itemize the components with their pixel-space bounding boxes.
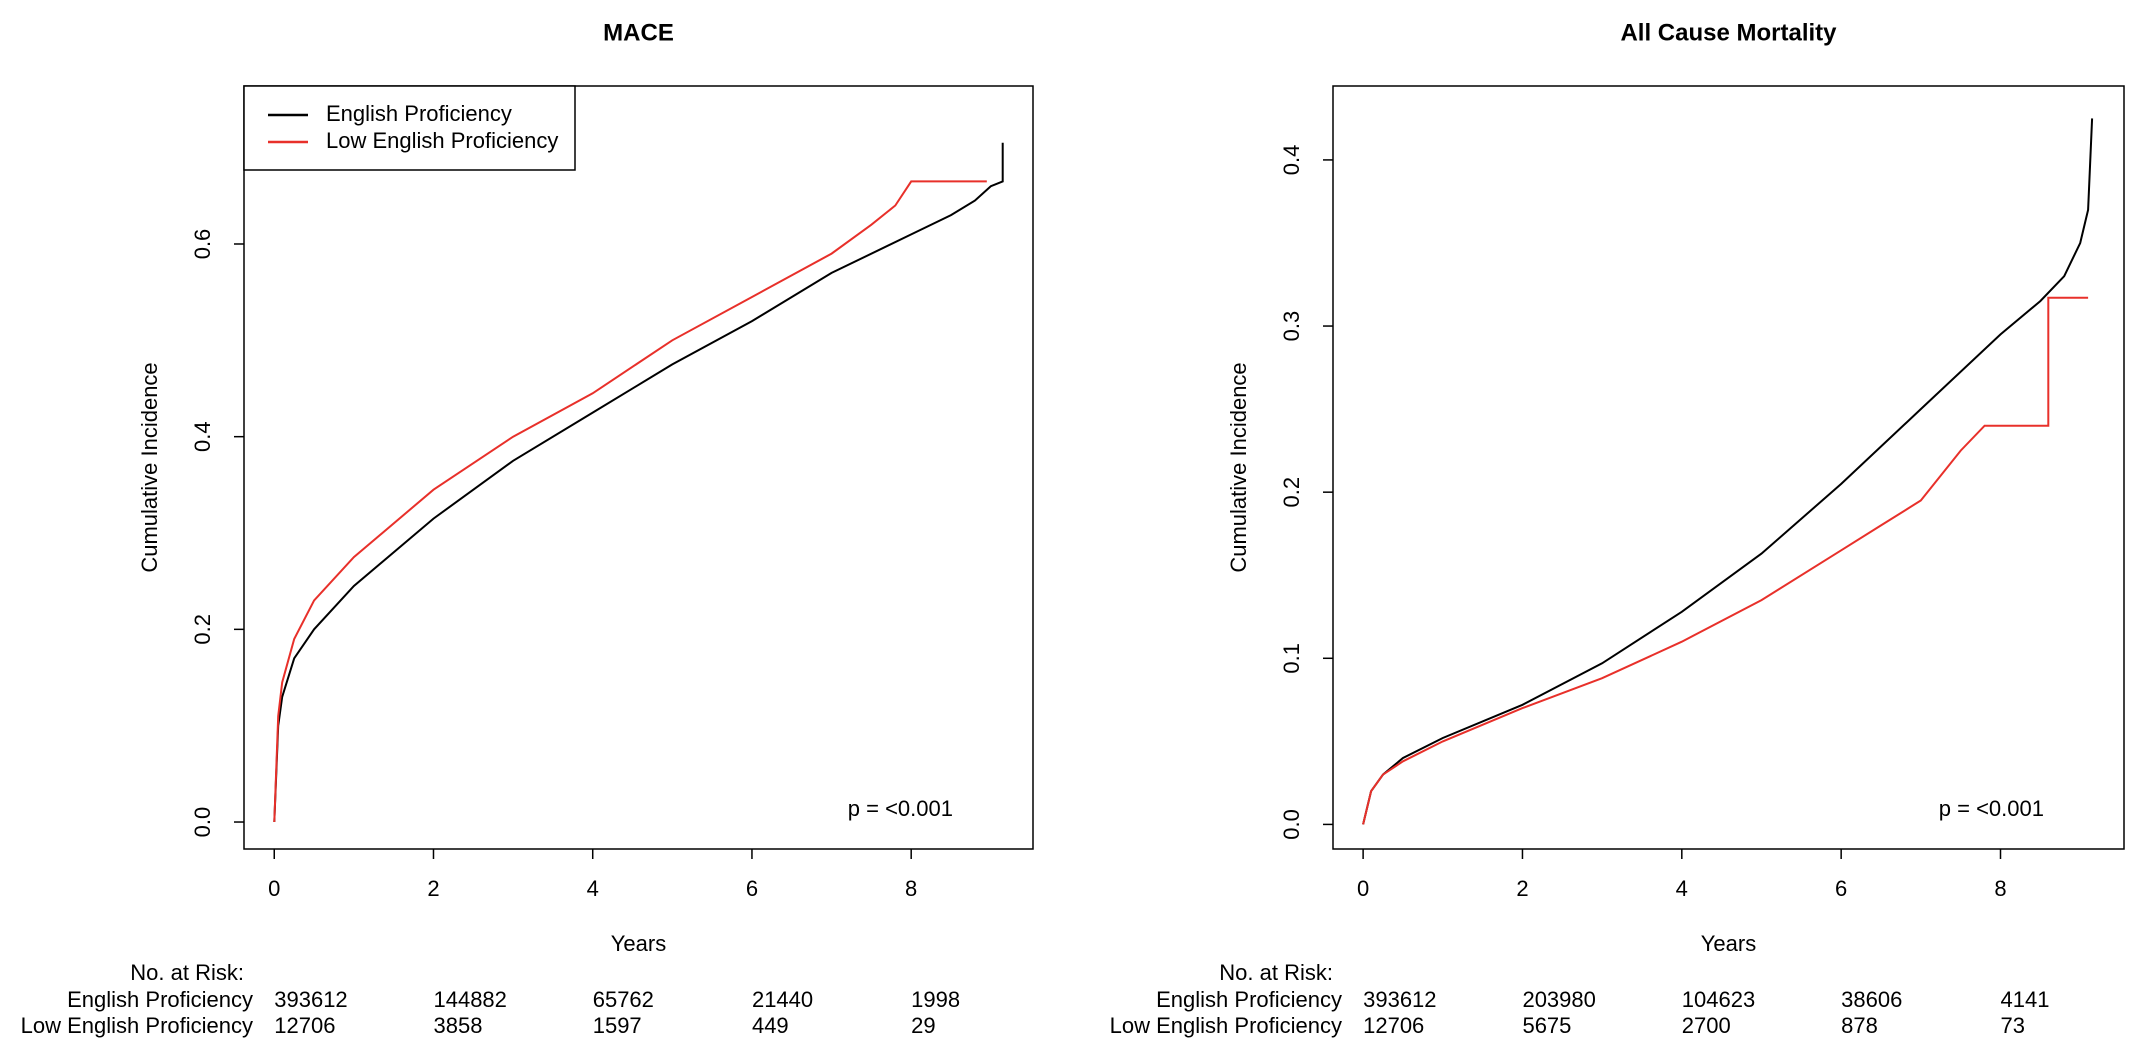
chart: All Cause Mortality 0 2 4 6 8 0.0 0.1 0.2 0.3 0.4 Y… <box>1110 19 2125 1038</box>
risk-count: 878 <box>1841 1013 1878 1038</box>
risk-count: 144882 <box>433 987 506 1012</box>
risk-count: 38606 <box>1841 987 1902 1012</box>
x-axis-label: Years <box>1701 931 1756 956</box>
risk-table-label: No. at Risk: <box>130 960 244 985</box>
y-tick-label: 0.3 <box>1279 311 1304 342</box>
y-axis-label: Cumulative Incidence <box>1226 362 1251 572</box>
risk-row-name: Low English Proficiency <box>21 1013 253 1038</box>
risk-row-name: Low English Proficiency <box>1110 1013 1342 1038</box>
risk-table-label: No. at Risk: <box>1219 960 1333 985</box>
x-tick-label: 0 <box>1357 876 1369 901</box>
risk-count: 393612 <box>274 987 347 1012</box>
y-tick-label: 0.1 <box>1279 643 1304 674</box>
x-tick-label: 6 <box>1835 876 1847 901</box>
x-tick-label: 8 <box>1994 876 2006 901</box>
risk-row-name: English Proficiency <box>67 987 253 1012</box>
risk-row-name: English Proficiency <box>1156 987 1342 1012</box>
survival-curve <box>273 142 1004 823</box>
legend-label: English Proficiency <box>326 101 512 126</box>
x-tick-label: 2 <box>1516 876 1528 901</box>
chart-title: All Cause Mortality <box>1620 19 1837 46</box>
x-tick-label: 6 <box>746 876 758 901</box>
plot-frame <box>1332 85 2125 850</box>
risk-count: 449 <box>752 1013 789 1038</box>
x-tick-label: 2 <box>427 876 439 901</box>
risk-count: 12706 <box>274 1013 335 1038</box>
risk-count: 29 <box>911 1013 935 1038</box>
legend-label: Low English Proficiency <box>326 128 558 153</box>
risk-count: 12706 <box>1363 1013 1424 1038</box>
plot-frame <box>243 85 1034 850</box>
y-tick-label: 0.4 <box>190 421 215 452</box>
y-axis-label: Cumulative Incidence <box>137 362 162 572</box>
survival-curve <box>1362 296 2089 825</box>
y-tick-label: 0.0 <box>1279 809 1304 840</box>
y-tick-label: 0.4 <box>1279 145 1304 176</box>
survival-curve <box>1362 118 2094 825</box>
risk-count: 65762 <box>593 987 654 1012</box>
y-tick-label: 0.6 <box>190 229 215 260</box>
risk-count: 393612 <box>1363 987 1436 1012</box>
risk-count: 21440 <box>752 987 813 1012</box>
chart: MACE 0 2 4 6 8 0.0 0.2 0.4 0.6 Years Cumulative Inc… <box>21 19 1034 1038</box>
risk-count: 104623 <box>1682 987 1755 1012</box>
x-tick-label: 4 <box>1676 876 1688 901</box>
x-axis-label: Years <box>611 931 666 956</box>
risk-count: 73 <box>2001 1013 2025 1038</box>
p-value: p = <0.001 <box>1939 796 2044 821</box>
risk-count: 1597 <box>593 1013 642 1038</box>
risk-count: 3858 <box>433 1013 482 1038</box>
survival-curve <box>273 180 987 823</box>
risk-count: 2700 <box>1682 1013 1731 1038</box>
y-tick-label: 0.2 <box>190 614 215 645</box>
y-tick-label: 0.0 <box>190 807 215 838</box>
x-tick-label: 0 <box>268 876 280 901</box>
risk-count: 203980 <box>1522 987 1595 1012</box>
risk-count: 5675 <box>1522 1013 1571 1038</box>
risk-count: 4141 <box>2001 987 2050 1012</box>
p-value: p = <0.001 <box>848 796 953 821</box>
chart-title: MACE <box>603 19 674 46</box>
x-tick-label: 8 <box>905 876 917 901</box>
risk-count: 1998 <box>911 987 960 1012</box>
legend-frame <box>243 85 576 171</box>
y-tick-label: 0.2 <box>1279 477 1304 508</box>
x-tick-label: 4 <box>587 876 599 901</box>
